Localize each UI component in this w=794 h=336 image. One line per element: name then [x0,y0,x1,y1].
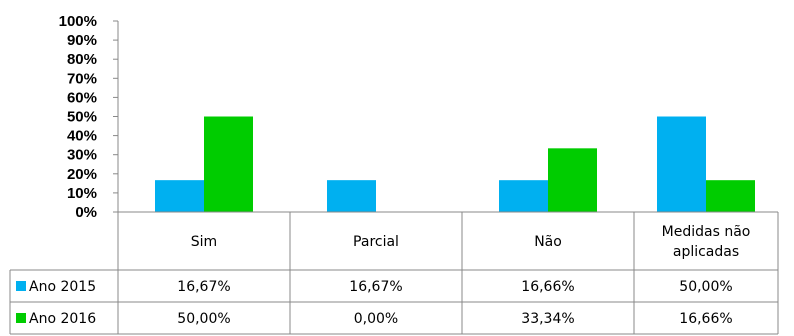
table-value-cell: 50,00% [177,311,230,327]
table-value-cell: 16,67% [349,279,402,295]
legend-label: Ano 2016 [29,311,96,327]
bar-ano-2015 [155,180,204,212]
y-tick-label: 90% [67,32,97,49]
legend-key-ano-2015 [16,281,26,291]
legend-key-ano-2016 [16,313,26,323]
table-value-cell: 0,00% [354,311,398,327]
y-tick-label: 80% [67,51,97,68]
y-tick-label: 0% [75,204,97,221]
y-tick-label: 30% [67,147,97,164]
table-value-cell: 16,66% [521,279,574,295]
table-value-cell: 16,66% [679,311,732,327]
table-value-cell: 33,34% [521,311,574,327]
bar-ano-2015 [327,180,376,212]
y-tick-label: 100% [59,13,97,30]
bar-ano-2015 [499,180,548,212]
category-label-line: Parcial [353,234,399,250]
y-tick-label: 70% [67,70,97,87]
data-table: Sim Parcial Não Medidas não aplicadas Ano 201… [9,212,779,335]
bar-ano-2016 [204,116,253,212]
axes [113,20,778,213]
y-tick-label: 20% [67,166,97,183]
y-tick-label: 50% [67,109,97,126]
category-label: Parcial [353,234,399,250]
bar-ano-2016 [548,148,597,212]
category-label: Não [534,234,562,250]
y-tick-label: 60% [67,89,97,106]
category-label: Sim [191,234,217,250]
table-value-cell: 16,67% [177,279,230,295]
category-label-line: Sim [191,234,217,250]
y-tick-label: 10% [67,185,97,202]
legend-label: Ano 2015 [29,279,96,295]
y-axis-ticks: 0% 10% 20% 30% 40% 50% 60% 70% 80% 90% 100% [59,13,97,221]
bar-ano-2015 [657,116,706,212]
bars [155,116,755,212]
category-label: Medidas não aplicadas [662,224,751,260]
category-label-line: Não [534,234,562,250]
category-label-line: Medidas não [662,224,751,240]
category-label-line: aplicadas [673,244,739,260]
y-tick-label: 40% [67,128,97,145]
bar-ano-2016 [706,180,755,212]
table-value-cell: 50,00% [679,279,732,295]
